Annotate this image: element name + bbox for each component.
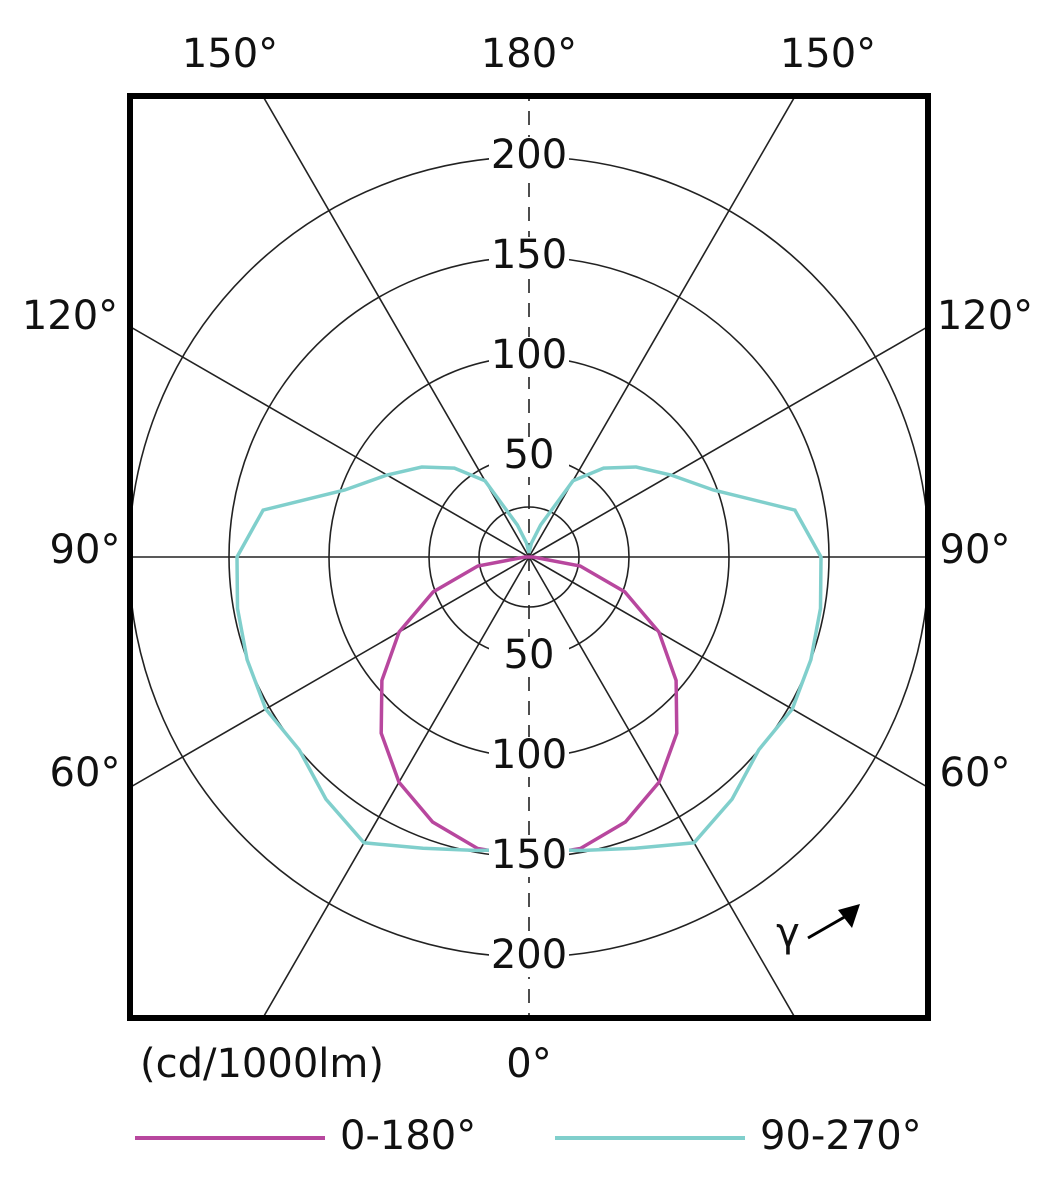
r-tick-label: 150 — [491, 232, 567, 278]
angle-tick-label: 60° — [50, 750, 121, 796]
legend-label: 0-180° — [340, 1113, 476, 1159]
legend-label: 90-270° — [760, 1113, 922, 1159]
r-tick-label: 100 — [491, 332, 567, 378]
gamma-arrowhead — [838, 904, 860, 928]
angle-tick-label: 0° — [506, 1041, 551, 1087]
r-tick-label: 200 — [491, 932, 567, 978]
annotation: γ — [776, 910, 800, 956]
angle-tick-label: 120° — [937, 293, 1033, 339]
label-bg — [489, 837, 569, 877]
label-bg — [489, 337, 569, 377]
series-line — [528, 555, 679, 859]
grid-spoke — [528, 556, 928, 789]
angle-tick-label: 150° — [780, 31, 876, 77]
r-tick-label: 50 — [504, 432, 555, 478]
grid-spoke — [528, 96, 797, 558]
axis-label: (cd/1000lm) — [140, 1041, 384, 1087]
label-bg — [489, 637, 569, 677]
series-line — [235, 465, 531, 853]
series-line — [379, 555, 530, 859]
grid-spoke — [261, 556, 530, 1018]
grid-spoke — [528, 556, 797, 1018]
angle-tick-label: 120° — [22, 293, 118, 339]
r-tick-label: 50 — [504, 632, 555, 678]
r-tick-label: 150 — [491, 832, 567, 878]
label-bg — [489, 937, 569, 977]
label-bg — [489, 137, 569, 177]
grid-spoke — [130, 325, 530, 558]
series-line — [527, 465, 823, 853]
angle-tick-label: 60° — [940, 750, 1011, 796]
angle-tick-label: 180° — [481, 31, 577, 77]
frame — [127, 93, 931, 1021]
grid-spoke — [130, 556, 530, 789]
grid-spoke — [261, 96, 530, 558]
angle-tick-label: 90° — [50, 527, 121, 573]
angle-tick-label: 90° — [940, 527, 1011, 573]
r-tick-label: 200 — [491, 132, 567, 178]
label-bg — [489, 737, 569, 777]
angle-tick-label: 150° — [182, 31, 278, 77]
grid-spoke — [528, 325, 928, 558]
r-tick-label: 100 — [491, 732, 567, 778]
label-bg — [489, 237, 569, 277]
label-bg — [489, 437, 569, 477]
gamma-arrow — [807, 913, 849, 940]
